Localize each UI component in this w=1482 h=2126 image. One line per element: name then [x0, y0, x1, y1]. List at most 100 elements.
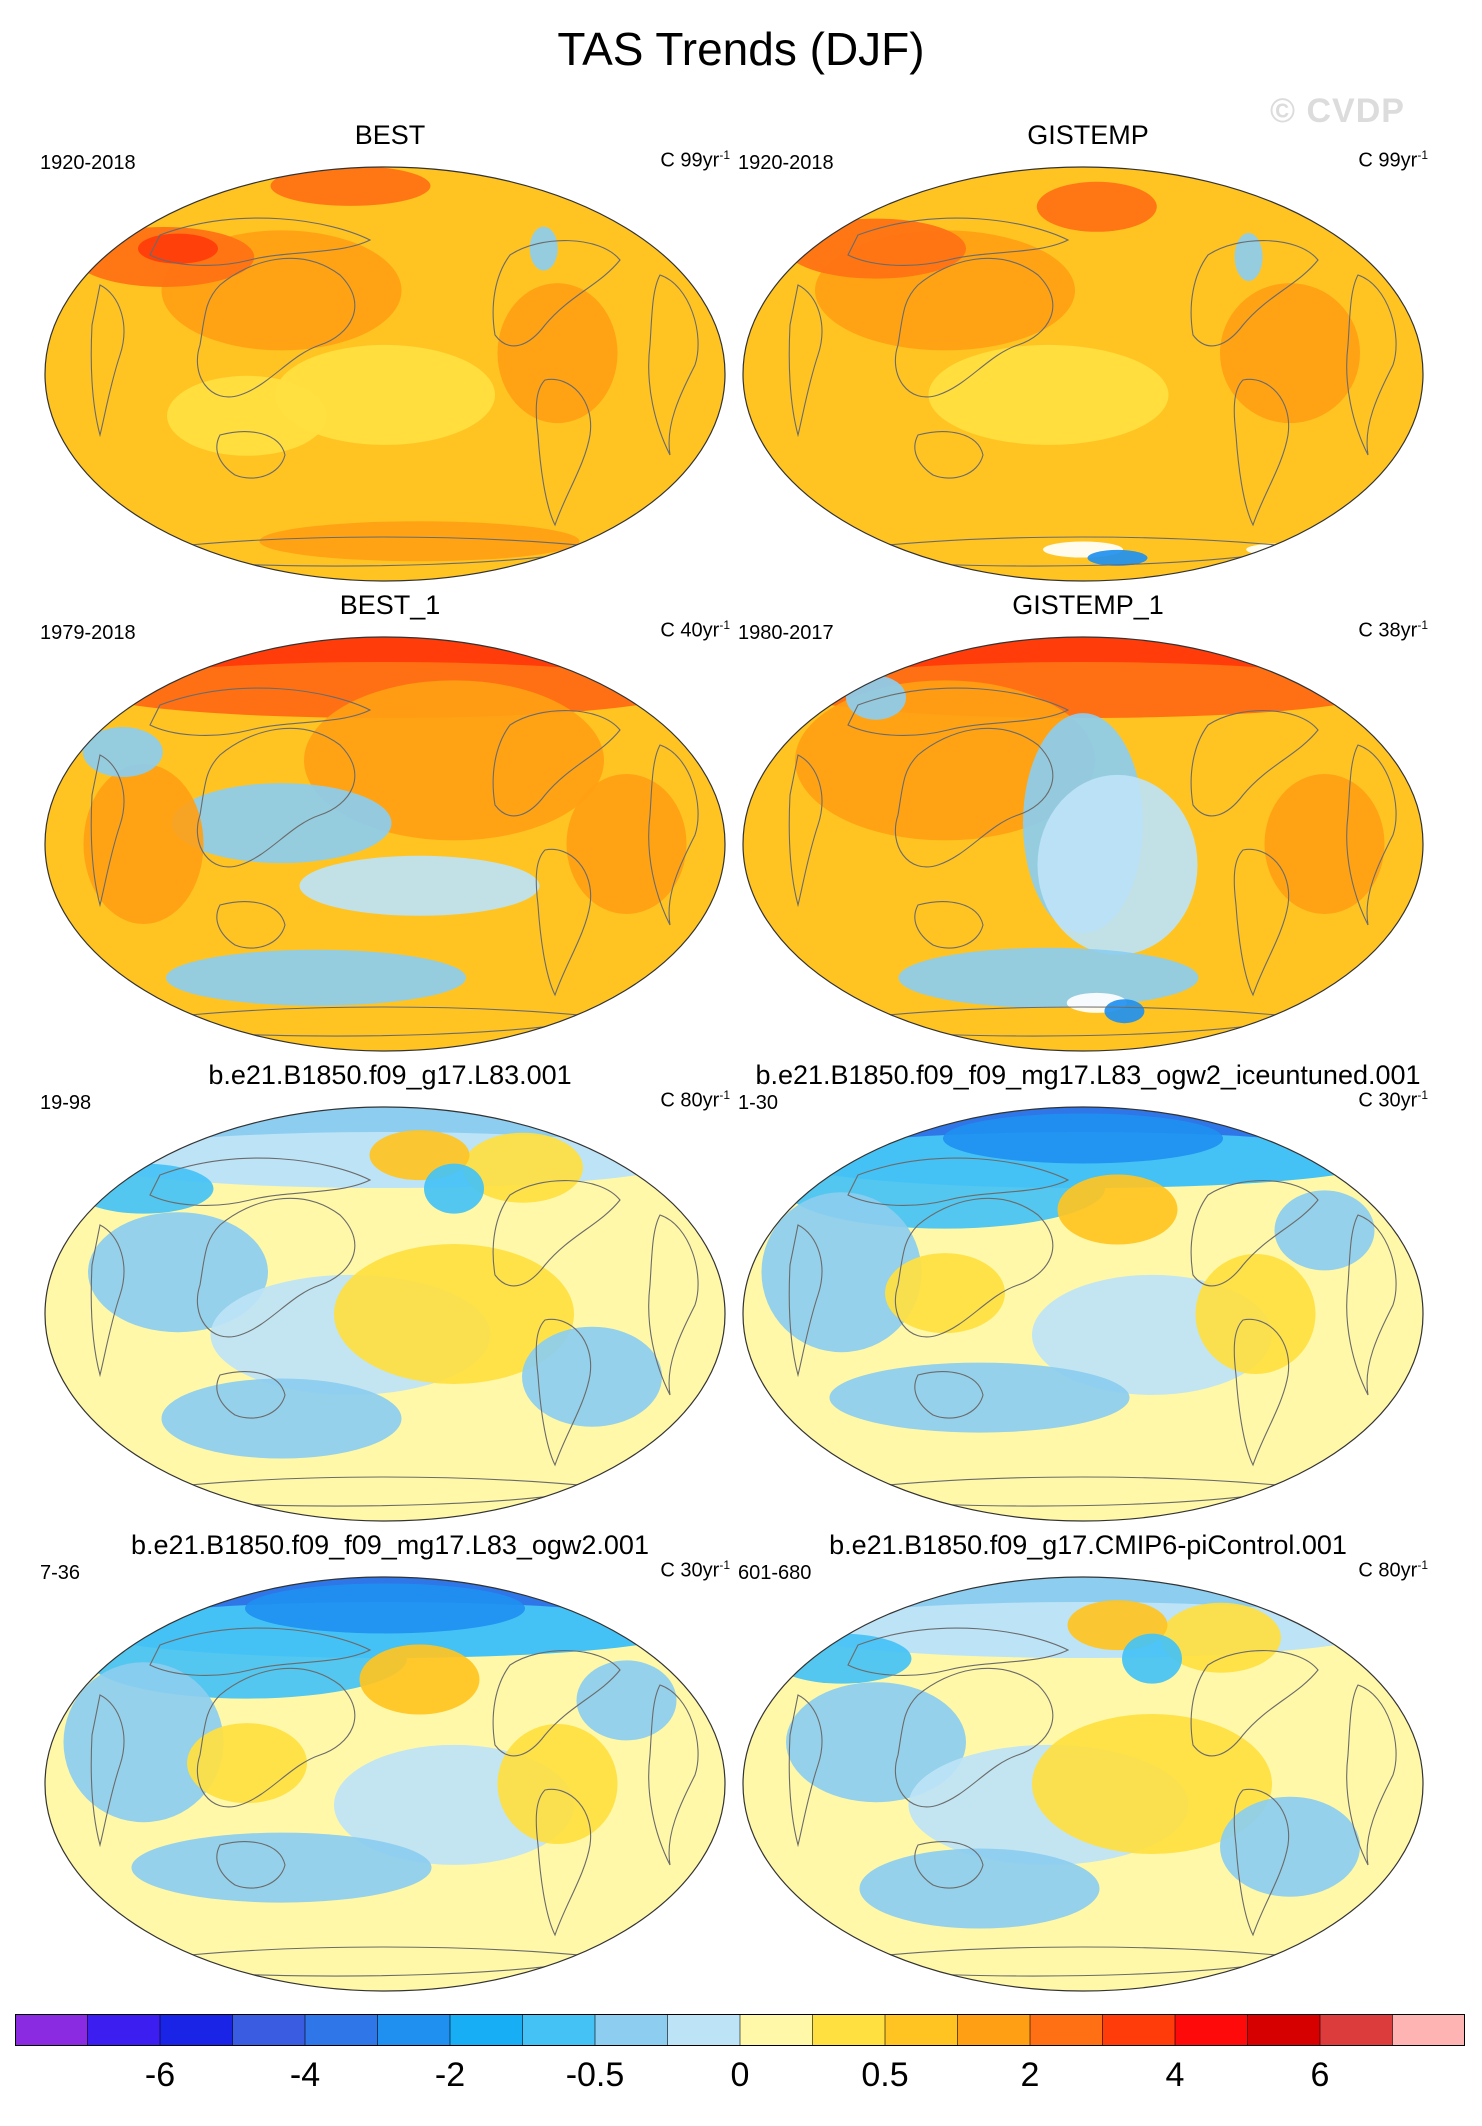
- panel-title: BEST_1: [339, 590, 441, 620]
- anomaly-region: [566, 774, 687, 914]
- anomaly-region: [187, 1723, 307, 1804]
- colorbar-bin: [377, 2014, 451, 2046]
- anomaly-region: [522, 1326, 662, 1427]
- colorbar-bin: [885, 2014, 958, 2046]
- panel-period: 7-36: [40, 1562, 81, 1584]
- anomaly-region: [82, 727, 163, 778]
- anomaly-region: [898, 947, 1199, 1008]
- colorbar-tick-label: -4: [289, 2056, 321, 2094]
- anomaly-region: [1104, 999, 1145, 1024]
- colorbar-bin: [450, 2014, 523, 2046]
- map-outline: [742, 636, 1424, 1052]
- anomaly-region: [1122, 1633, 1182, 1684]
- anomaly-region: [131, 1832, 432, 1903]
- colorbar-bin: [957, 2014, 1031, 2046]
- anomaly-region: [943, 1113, 1223, 1164]
- map-plot: [44, 1106, 726, 1522]
- anomaly-region: [83, 764, 204, 924]
- panel-units: C 99yr-1: [660, 148, 730, 172]
- colorbar-bin: [87, 2014, 161, 2046]
- anomaly-region: [761, 1192, 922, 1353]
- anomaly-region: [885, 1253, 1005, 1334]
- map-plot: [742, 636, 1424, 1052]
- panel-period: 19-98: [40, 1092, 92, 1114]
- anomaly-region: [304, 680, 604, 841]
- panel-title: b.e21.B1850.f09_f09_mg17.L83_ogw2.001: [131, 1530, 649, 1560]
- anomaly-region: [1161, 1602, 1281, 1673]
- map-panel: b.e21.B1850.f09_f09_mg17.L83_ogw2_iceunt…: [738, 1060, 1438, 1522]
- colorbar-bin: [1320, 2014, 1393, 2046]
- anomaly-region: [1220, 283, 1360, 424]
- colorbar-bin: [1102, 2014, 1176, 2046]
- anomaly-region: [786, 1682, 966, 1803]
- colorbar-tick-label: -0.5: [565, 2056, 625, 2094]
- panel-units: C 40yr-1: [660, 618, 730, 642]
- panel-period: 1979-2018: [40, 622, 136, 644]
- anomaly-region: [1036, 181, 1157, 232]
- colorbar-tick-label: 2: [1020, 2056, 1040, 2094]
- anomaly-region: [529, 226, 558, 271]
- map-outline: [44, 1106, 726, 1522]
- anomaly-region: [1032, 1714, 1272, 1854]
- anomaly-region: [463, 1132, 583, 1203]
- anomaly-region: [359, 1644, 480, 1715]
- map-panel: GISTEMP_1 1980-2017 C 38yr-1: [738, 590, 1438, 1052]
- colorbar-tick-label: 6: [1310, 2056, 1330, 2094]
- anomaly-region: [334, 1244, 574, 1384]
- colorbar-bin: [740, 2014, 813, 2046]
- anomaly-region: [576, 1660, 677, 1741]
- colorbar-bin: [812, 2014, 886, 2046]
- anomaly-region: [1087, 549, 1148, 566]
- colorbar-bin: [1392, 2014, 1465, 2046]
- panel-period: 1920-2018: [738, 152, 834, 174]
- anomaly-region: [859, 1848, 1100, 1929]
- map-outline: [44, 166, 726, 582]
- colorbar-bin: [15, 2014, 88, 2046]
- anomaly-region: [928, 344, 1169, 445]
- anomaly-region: [166, 949, 466, 1006]
- map-panel: b.e21.B1850.f09_g17.CMIP6-piControl.001 6…: [738, 1530, 1438, 1992]
- anomaly-region: [245, 1583, 525, 1634]
- anomaly-region: [1195, 1254, 1316, 1374]
- colorbar-bin: [232, 2014, 306, 2046]
- panel-title: b.e21.B1850.f09_g17.L83.001: [208, 1060, 572, 1090]
- colorbar-bin: [667, 2014, 741, 2046]
- panel-title: b.e21.B1850.f09_f09_mg17.L83_ogw2_iceunt…: [755, 1060, 1421, 1090]
- figure-title: TAS Trends (DJF): [557, 23, 925, 75]
- panel-units: C 80yr-1: [660, 1088, 730, 1112]
- map-outline: [742, 1106, 1424, 1522]
- anomaly-region: [1264, 774, 1385, 914]
- map-panel: BEST_1 1979-2018 C 40yr-1: [40, 590, 740, 1052]
- anomaly-region: [138, 233, 218, 264]
- map-plot: [44, 166, 726, 582]
- panel-units: C 30yr-1: [660, 1558, 730, 1582]
- colorbar-labels: -6 -4 -2 -0.5 0 0.5 2 4 6: [15, 2056, 1465, 2100]
- map-panel: b.e21.B1850.f09_g17.L83.001 19-98 C 80yr-1: [40, 1060, 740, 1522]
- watermark: © CVDP: [1270, 92, 1405, 130]
- colorbar-bin: [1030, 2014, 1103, 2046]
- panel-title: GISTEMP: [1027, 120, 1149, 150]
- panel-period: 1980-2017: [738, 622, 834, 644]
- anomaly-region: [270, 167, 431, 206]
- map-outline: [44, 1576, 726, 1992]
- anomaly-region: [88, 1212, 268, 1333]
- anomaly-region: [171, 783, 392, 864]
- colorbar-bin: [1247, 2014, 1321, 2046]
- panel-units: C 80yr-1: [1358, 1558, 1428, 1582]
- anomaly-region: [161, 1378, 402, 1459]
- anomaly-region: [1037, 774, 1198, 955]
- colorbar: [15, 2014, 1465, 2046]
- anomaly-region: [497, 283, 618, 424]
- map-outline: [742, 1576, 1424, 1992]
- panel-units: C 30yr-1: [1358, 1088, 1428, 1112]
- map-plot: [44, 1576, 726, 1992]
- map-plot: [742, 166, 1424, 582]
- map-plot: [742, 1576, 1424, 1992]
- anomaly-region: [275, 344, 495, 445]
- panel-period: 1-30: [738, 1092, 779, 1114]
- anomaly-region: [1220, 1796, 1360, 1897]
- anomaly-region: [299, 855, 540, 916]
- colorbar-bin: [160, 2014, 233, 2046]
- colorbar-tick-label: -2: [434, 2056, 466, 2094]
- anomaly-region: [795, 680, 1095, 841]
